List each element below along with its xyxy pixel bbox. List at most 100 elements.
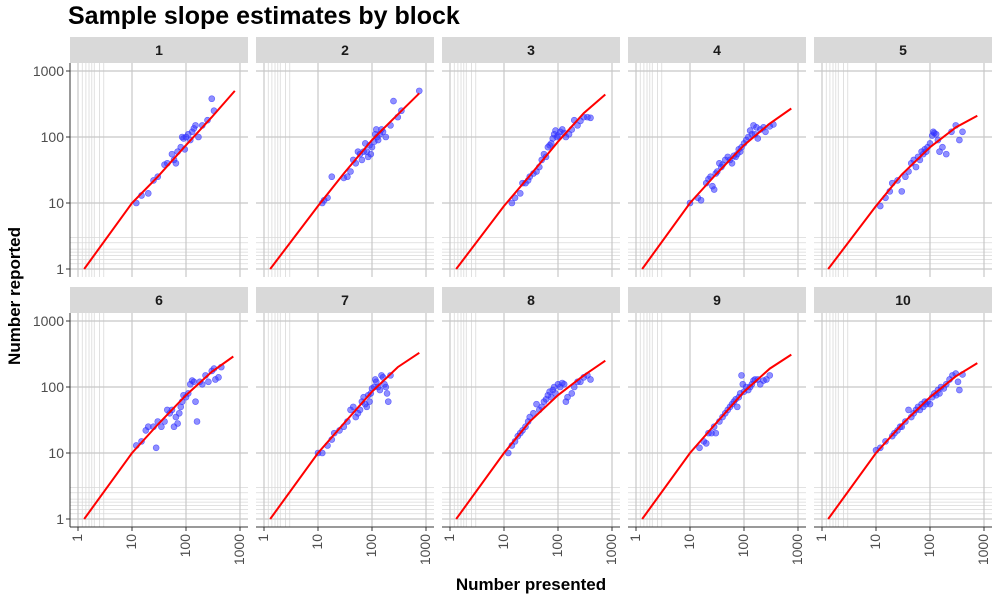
data-point	[939, 143, 946, 151]
data-point	[959, 128, 966, 136]
facet-panel-6: 6 1 10 100 1000 1 10 100 1000	[33, 287, 248, 565]
data-point	[956, 136, 963, 144]
y-tick-label: 1000	[33, 63, 64, 79]
x-tick-label: 1000	[417, 534, 433, 565]
data-point	[942, 150, 950, 158]
facet-strip-label: 1	[155, 42, 163, 58]
data-point	[570, 383, 578, 391]
data-point	[926, 400, 934, 408]
data-point	[728, 159, 736, 167]
facet-strip-label: 5	[899, 42, 907, 58]
x-tick-label: 10	[681, 534, 697, 550]
data-point	[349, 403, 357, 411]
facet-panel-2: 2	[256, 37, 434, 277]
facet-strip-label: 8	[527, 292, 535, 308]
x-tick-label: 100	[921, 534, 937, 558]
fit-line	[455, 93, 606, 270]
data-point	[508, 199, 516, 207]
plot-background	[70, 63, 248, 277]
data-point	[905, 406, 912, 414]
x-tick-label: 10	[123, 534, 139, 550]
data-point	[205, 378, 212, 386]
data-point	[193, 418, 201, 425]
facet-panel-7: 7 1 10 100 1000	[255, 287, 434, 565]
data-point	[195, 133, 202, 141]
facet-strip	[442, 37, 620, 63]
x-tick-label: 100	[177, 534, 193, 558]
facet-strip-label: 3	[527, 42, 535, 58]
x-tick-label: 1	[69, 534, 85, 542]
data-point	[192, 122, 199, 129]
fit-line	[455, 359, 606, 520]
x-axis-title: Number presented	[456, 575, 606, 594]
data-point	[696, 444, 703, 452]
y-tick-label: 10	[48, 195, 64, 211]
data-point	[533, 400, 540, 408]
fit-line	[827, 114, 978, 270]
data-point	[368, 143, 376, 151]
data-point	[912, 163, 920, 171]
data-point	[762, 128, 769, 136]
x-tick-label: 1	[813, 534, 829, 542]
data-point	[215, 374, 222, 381]
data-point	[174, 420, 181, 427]
facet-panel-5: 5	[814, 37, 992, 277]
data-point	[932, 130, 940, 138]
facet-strip	[256, 287, 434, 313]
facet-panel-3: 3	[442, 37, 620, 277]
fit-line	[269, 92, 421, 270]
facet-strip	[628, 287, 806, 313]
data-point	[382, 383, 390, 391]
facet-strip	[814, 37, 992, 63]
y-axis-title: Number reported	[5, 227, 24, 365]
data-point	[956, 386, 963, 394]
x-tick-label: 100	[549, 534, 565, 558]
data-point	[383, 390, 391, 397]
fit-line	[641, 107, 792, 270]
data-point	[374, 136, 382, 144]
data-point	[530, 409, 537, 417]
data-point	[587, 114, 594, 122]
y-tick-label: 1000	[33, 313, 64, 329]
data-point	[175, 409, 183, 417]
data-point	[168, 150, 176, 158]
x-tick-label: 1000	[789, 534, 805, 565]
data-point	[560, 380, 568, 388]
data-point	[344, 173, 351, 181]
fit-line	[83, 90, 236, 270]
facet-panel-4: 4	[628, 37, 806, 277]
x-tick-label: 1	[441, 534, 457, 542]
data-point	[390, 97, 397, 105]
data-point	[564, 393, 571, 401]
x-tick-label: 10	[867, 534, 883, 550]
x-tick-label: 1000	[603, 534, 619, 565]
facet-strip	[814, 287, 992, 313]
x-tick-label: 100	[735, 534, 751, 558]
fit-line	[641, 353, 792, 520]
x-tick-label: 1000	[231, 534, 247, 565]
plot-background	[814, 63, 992, 277]
data-point	[702, 440, 710, 447]
facet-strip	[70, 287, 248, 313]
fit-line	[269, 351, 420, 520]
data-point	[568, 390, 576, 397]
facet-panel-10: 10 1 10 100 1000	[813, 287, 992, 565]
chart-title: Sample slope estimates by block	[68, 2, 460, 30]
x-tick-label: 1	[255, 534, 271, 542]
data-point	[376, 386, 384, 394]
data-point	[902, 173, 909, 181]
data-point	[766, 372, 774, 379]
data-point	[190, 378, 198, 386]
data-point	[516, 190, 524, 197]
data-point	[367, 150, 375, 158]
data-point	[328, 173, 336, 181]
facet-strip-label: 2	[341, 42, 349, 58]
facet-strip-label: 4	[713, 42, 721, 58]
y-tick-label: 10	[48, 445, 64, 461]
facet-strip	[70, 37, 248, 63]
facet-strip-label: 9	[713, 292, 721, 308]
facet-panel-1: 1 1 10 100 1000	[33, 37, 248, 277]
data-point	[587, 376, 594, 383]
